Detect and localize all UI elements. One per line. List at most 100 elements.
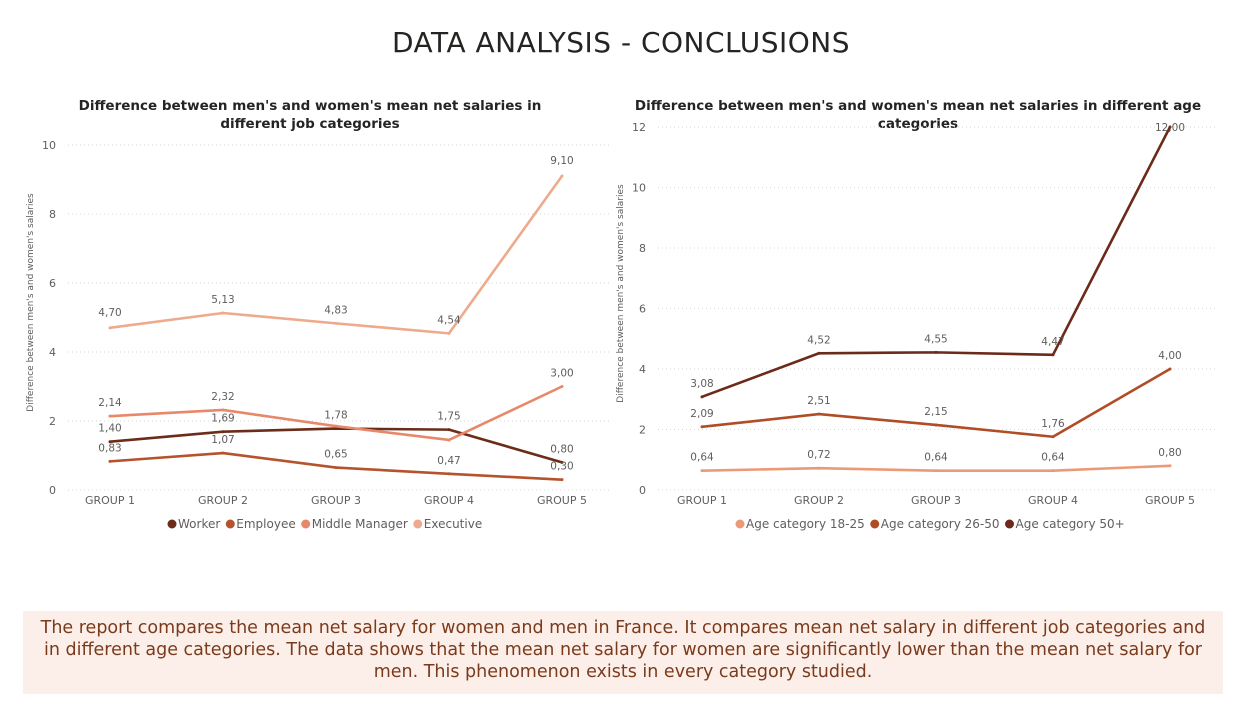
legend-item: Middle Manager [312,517,408,531]
data-label: 0,64 [1041,452,1065,464]
data-label: 0,64 [690,452,714,464]
data-label: 2,14 [98,397,122,409]
data-label: 1,75 [437,411,460,423]
data-point [934,469,938,473]
data-point [221,430,225,434]
data-point [108,326,112,330]
data-point [560,460,564,464]
y-tick-label: 10 [632,182,646,195]
data-label: 0,30 [550,461,573,473]
y-tick-label: 6 [49,277,56,290]
data-point [447,331,451,335]
job-chart-title: Difference between men's and women's mea… [78,98,542,132]
data-point [1051,353,1055,357]
y-tick-label: 0 [49,484,56,497]
data-label: 1,69 [211,413,234,425]
data-point [1051,435,1055,439]
data-point [700,395,704,399]
data-label: 0,64 [924,452,948,464]
job-categories-chart: 0 2 4 6 8 10 Difference between men's and wome… [26,139,612,531]
legend-marker [413,519,423,529]
data-label: 0,47 [437,455,460,467]
x-tick-label: GROUP 3 [911,494,961,507]
data-point [334,427,338,431]
series-line-age-category-50- [701,126,1172,399]
y-tick-label: 4 [639,363,646,376]
data-point [447,428,451,432]
legend-item: Age category 26-50 [881,517,1000,531]
data-point [700,469,704,473]
data-label: 4,52 [807,334,830,346]
data-label: 3,00 [550,368,573,380]
data-label: 1,78 [324,410,347,422]
data-point [934,423,938,427]
data-label: 2,32 [211,391,234,403]
y-tick-label: 6 [639,303,646,316]
legend-item: Employee [236,517,295,531]
age-categories-chart: 0 2 4 6 8 10 12 Difference between men's and wo… [616,121,1215,531]
data-point [221,408,225,412]
x-tick-label: GROUP 1 [85,494,135,507]
data-point [334,424,338,428]
data-point [108,459,112,463]
legend-marker [167,519,177,529]
y-tick-label: 12 [632,121,646,134]
data-label: 2,15 [924,406,947,418]
data-point [560,478,564,482]
data-point [221,451,225,455]
data-point [1051,469,1055,473]
data-point [700,425,704,429]
data-label: 0,80 [550,443,573,455]
data-point [221,311,225,315]
data-label: 4,47 [1041,336,1064,348]
series-line-age-category-26-50 [701,367,1171,439]
data-point [560,385,564,388]
data-label: 4,00 [1158,350,1181,362]
y-tick-label: 8 [49,208,56,221]
data-label: 4,83 [324,304,347,316]
data-label: 4,70 [98,307,121,319]
legend-item: Executive [424,517,482,531]
data-point [1168,367,1172,371]
summary-text: The report compares the mean net salary … [40,618,1206,682]
x-tick-label: GROUP 1 [677,494,727,507]
data-point [334,321,338,325]
data-point [1168,464,1172,468]
legend-item: Worker [178,517,220,531]
x-tick-label: GROUP 5 [1145,494,1195,507]
y-tick-label: 0 [639,484,646,497]
data-label: 1,07 [211,434,234,446]
data-point [934,350,938,354]
data-point [108,414,112,418]
legend-marker [870,519,880,529]
data-label: 9,10 [550,155,573,167]
x-tick-label: GROUP 4 [424,494,474,507]
x-tick-label: GROUP 2 [198,494,248,507]
y-tick-label: 8 [639,242,646,255]
legend-item: Age category 18-25 [746,517,865,531]
data-point [817,466,821,470]
age-chart-title: Difference between men's and women's mea… [634,98,1202,132]
data-label: 12,00 [1155,122,1185,134]
summary-box: The report compares the mean net salary … [23,611,1223,694]
x-tick-label: GROUP 4 [1028,494,1078,507]
y-tick-label: 2 [639,424,646,437]
y-axis-title: Difference between men's and women's sal… [26,193,36,412]
data-point [560,174,564,178]
x-tick-label: GROUP 5 [537,494,587,507]
data-point [817,351,821,355]
data-label: 3,08 [690,378,713,390]
data-point [1168,125,1172,129]
data-point [447,438,451,442]
data-point [447,472,451,476]
data-point [334,466,338,470]
y-tick-label: 4 [49,346,56,359]
data-point [817,412,821,416]
data-label: 0,80 [1158,447,1181,459]
page-title: DATA ANALYSIS - CONCLUSIONS [391,26,851,59]
data-label: 5,13 [211,294,234,306]
y-axis-title: Difference between men's and women's sal… [616,184,626,403]
x-tick-label: GROUP 2 [794,494,844,507]
data-label: 1,76 [1041,418,1065,430]
data-point [108,440,112,444]
